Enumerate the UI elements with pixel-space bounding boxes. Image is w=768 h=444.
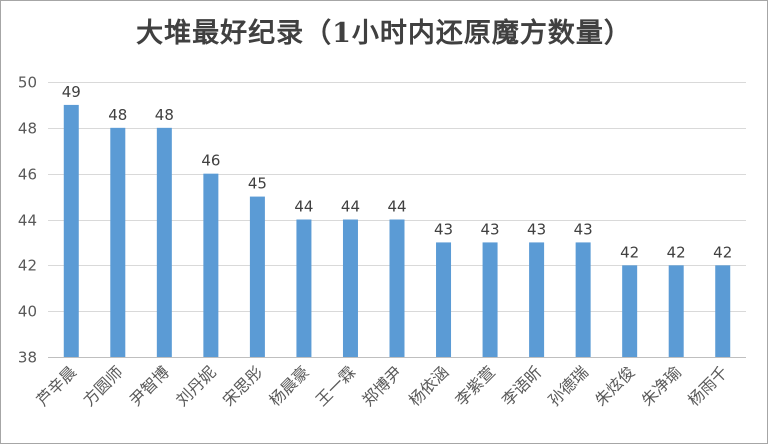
bar: [63, 104, 79, 358]
y-tick-label: 48: [18, 120, 37, 138]
x-tick-label: 刘丹妮: [172, 362, 219, 409]
bar: [342, 219, 358, 357]
data-label: 42: [713, 243, 732, 261]
data-label: 44: [387, 198, 406, 216]
y-tick-label: 50: [18, 74, 37, 92]
y-tick-label: 40: [18, 303, 37, 321]
x-tick-label: 芦辛晨: [33, 362, 80, 409]
x-axis-labels: 芦辛晨 方圆师 尹智博 刘丹妮 宋思彤 杨晨豪 王一霖 郑博尹 杨依涵 李紫萱 李语昕 孙德瑞 朱炫俊朱…: [33, 362, 732, 409]
bars: [63, 104, 731, 358]
bar: [110, 127, 126, 357]
data-label: 49: [62, 83, 81, 101]
x-tick-label: 杨晨豪: [265, 362, 312, 409]
data-label: 43: [481, 220, 500, 238]
x-tick-label: 宋思彤: [219, 362, 266, 409]
x-tick-label: 尹智博: [126, 362, 173, 409]
bar: [203, 173, 219, 357]
y-tick-label: 38: [18, 349, 37, 367]
bar: [622, 265, 638, 357]
data-label: 43: [434, 220, 453, 238]
x-tick-label: 杨依涵: [405, 362, 452, 409]
y-axis-ticks: 38 40 42 44 46 48 50: [18, 74, 37, 367]
bar: [575, 242, 591, 357]
bar: [296, 219, 312, 357]
data-label: 42: [620, 243, 639, 261]
bar: [668, 265, 684, 357]
data-label: 43: [574, 220, 593, 238]
bar: [249, 196, 265, 357]
x-tick-label: 杨雨千: [684, 362, 731, 409]
x-tick-label: 孙德瑞: [545, 362, 592, 409]
bar: [389, 219, 405, 357]
data-label: 43: [527, 220, 546, 238]
bar: [482, 242, 498, 357]
x-tick-label: 李紫萱: [452, 362, 499, 409]
data-label: 42: [667, 243, 686, 261]
data-label: 48: [155, 106, 174, 124]
y-tick-label: 44: [18, 212, 37, 230]
x-tick-label: 李语昕: [498, 362, 545, 409]
y-tick-label: 46: [18, 166, 37, 184]
bar: [156, 127, 172, 357]
bar: [529, 242, 545, 357]
y-tick-label: 42: [18, 257, 37, 275]
bar: [436, 242, 452, 357]
data-label: 44: [341, 198, 360, 216]
data-label: 45: [248, 175, 267, 193]
x-tick-label: 王一霖: [312, 362, 359, 409]
data-label: 46: [201, 152, 220, 170]
data-label: 44: [294, 198, 313, 216]
bar: [715, 265, 731, 357]
x-tick-label: 方圆师: [79, 362, 126, 409]
chart-title: 大堆最好纪录（1小时内还原魔方数量）: [136, 18, 632, 49]
x-tick-label: 朱净瑜: [638, 362, 685, 409]
data-labels: 49 48 48 46 45 44 44 44 43 43 43 43 42 42 42: [62, 83, 733, 261]
x-tick-label: 朱炫俊: [591, 362, 638, 409]
x-tick-label: 郑博尹: [358, 362, 405, 409]
data-label: 48: [108, 106, 127, 124]
